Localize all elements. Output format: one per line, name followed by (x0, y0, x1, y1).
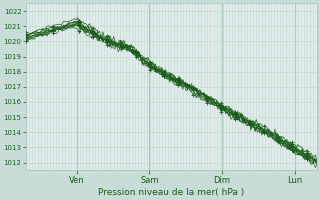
X-axis label: Pression niveau de la mer( hPa ): Pression niveau de la mer( hPa ) (98, 188, 244, 197)
